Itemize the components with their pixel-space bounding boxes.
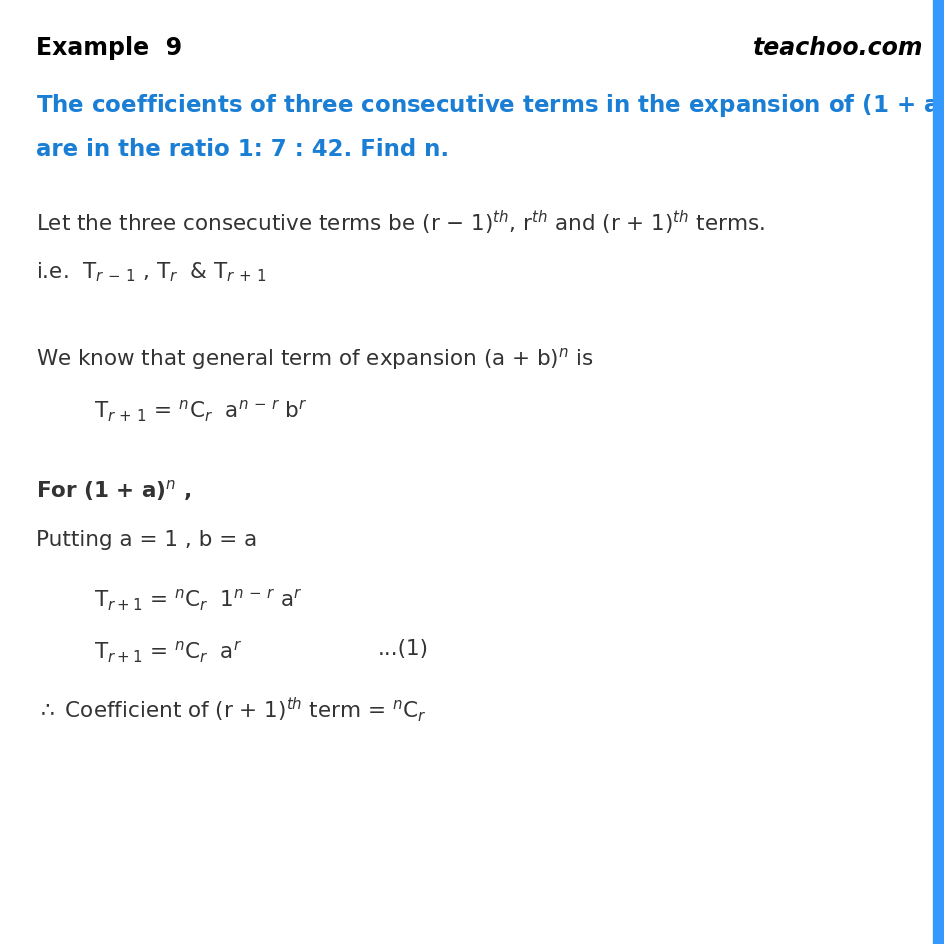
- Text: T$_{r+1}$ = $^n$C$_r$  1$^{n\,-\,r}$ a$^r$: T$_{r+1}$ = $^n$C$_r$ 1$^{n\,-\,r}$ a$^r…: [94, 586, 303, 612]
- Text: Putting a = 1 , b = a: Putting a = 1 , b = a: [36, 530, 257, 549]
- Text: $\therefore$ Coefficient of (r + 1)$^{th}$ term = $^n$C$_r$: $\therefore$ Coefficient of (r + 1)$^{th…: [36, 695, 426, 723]
- Text: ...(1): ...(1): [378, 638, 429, 658]
- Text: are in the ratio 1: 7 : 42. Find n.: are in the ratio 1: 7 : 42. Find n.: [36, 138, 448, 160]
- Text: Let the three consecutive terms be (r $-$ 1)$^{th}$, r$^{th}$ and (r + 1)$^{th}$: Let the three consecutive terms be (r $-…: [36, 209, 764, 237]
- Text: The coefficients of three consecutive terms in the expansion of (1 + a)$^n$: The coefficients of three consecutive te…: [36, 93, 944, 120]
- Text: For (1 + a)$^n$ ,: For (1 + a)$^n$ ,: [36, 478, 192, 502]
- Text: teachoo.com: teachoo.com: [752, 36, 922, 59]
- Text: Example  9: Example 9: [36, 36, 182, 59]
- Text: We know that general term of expansion (a + b)$^n$ is: We know that general term of expansion (…: [36, 346, 593, 372]
- Bar: [932, 0, 944, 944]
- Text: T$_{r\,+\,1}$ = $^n$C$_r$  a$^{n\,-\,r}$ b$^r$: T$_{r\,+\,1}$ = $^n$C$_r$ a$^{n\,-\,r}$ …: [94, 397, 308, 423]
- Text: i.e.  T$_{r\,-\,1}$ , T$_r$  & T$_{r\,+\,1}$: i.e. T$_{r\,-\,1}$ , T$_r$ & T$_{r\,+\,1…: [36, 261, 266, 284]
- Text: T$_{r+1}$ = $^n$C$_r$  a$^r$: T$_{r+1}$ = $^n$C$_r$ a$^r$: [94, 638, 243, 664]
